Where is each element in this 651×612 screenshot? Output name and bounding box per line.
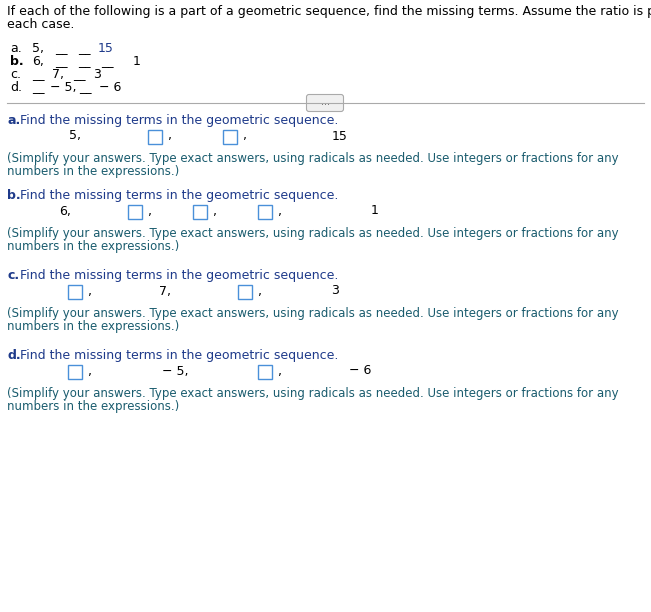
Text: 3: 3 (93, 68, 101, 81)
Text: 15: 15 (98, 42, 114, 55)
Text: 6,: 6, (32, 55, 44, 68)
Text: (Simplify your answers. Type exact answers, using radicals as needed. Use intege: (Simplify your answers. Type exact answe… (7, 152, 618, 165)
Text: − 5,: − 5, (50, 81, 77, 94)
Text: 1: 1 (371, 204, 379, 217)
Text: __: __ (101, 55, 113, 68)
Text: c.: c. (7, 269, 19, 282)
Bar (68, 365, 82, 379)
Text: d.: d. (7, 349, 21, 362)
Text: b.: b. (10, 55, 23, 68)
Text: ,: , (168, 130, 172, 143)
Text: (Simplify your answers. Type exact answers, using radicals as needed. Use intege: (Simplify your answers. Type exact answe… (7, 227, 618, 240)
Text: __: __ (79, 81, 92, 94)
Text: c.: c. (10, 68, 21, 81)
Text: a.: a. (7, 114, 20, 127)
Text: ,: , (213, 204, 217, 217)
Text: __: __ (32, 81, 44, 94)
Text: If each of the following is a part of a geometric sequence, find the missing ter: If each of the following is a part of a … (7, 5, 651, 18)
Text: __: __ (55, 42, 68, 55)
Text: Find the missing terms in the geometric sequence.: Find the missing terms in the geometric … (20, 114, 339, 127)
Text: numbers in the expressions.): numbers in the expressions.) (7, 165, 179, 178)
Text: b.: b. (7, 189, 21, 202)
Text: 5,: 5, (69, 130, 81, 143)
Text: __: __ (78, 42, 90, 55)
Text: 7,: 7, (52, 68, 64, 81)
Text: 1: 1 (133, 55, 141, 68)
Text: − 6: − 6 (349, 365, 371, 378)
Text: numbers in the expressions.): numbers in the expressions.) (7, 400, 179, 413)
Text: ,: , (88, 365, 92, 378)
Text: ...: ... (320, 97, 329, 107)
Text: 5,: 5, (32, 42, 44, 55)
Bar (223, 130, 237, 144)
Text: d.: d. (10, 81, 22, 94)
Text: numbers in the expressions.): numbers in the expressions.) (7, 320, 179, 333)
Text: each case.: each case. (7, 18, 74, 31)
Text: ,: , (148, 204, 152, 217)
Text: − 6: − 6 (99, 81, 121, 94)
Text: 3: 3 (331, 285, 339, 297)
Text: __: __ (55, 55, 68, 68)
Bar (128, 205, 142, 219)
Text: 7,: 7, (159, 285, 171, 297)
Text: __: __ (73, 68, 85, 81)
Text: ,: , (88, 285, 92, 297)
Bar (238, 285, 252, 299)
Text: 15: 15 (332, 130, 348, 143)
Text: (Simplify your answers. Type exact answers, using radicals as needed. Use intege: (Simplify your answers. Type exact answe… (7, 307, 618, 320)
Bar (193, 205, 207, 219)
Text: 6,: 6, (59, 204, 71, 217)
Text: __: __ (78, 55, 90, 68)
Bar (258, 205, 272, 219)
FancyBboxPatch shape (307, 94, 344, 111)
Bar (68, 285, 82, 299)
Text: ,: , (243, 130, 247, 143)
Text: ,: , (258, 285, 262, 297)
Text: Find the missing terms in the geometric sequence.: Find the missing terms in the geometric … (20, 269, 339, 282)
Text: numbers in the expressions.): numbers in the expressions.) (7, 240, 179, 253)
Text: ,: , (278, 204, 282, 217)
Text: (Simplify your answers. Type exact answers, using radicals as needed. Use intege: (Simplify your answers. Type exact answe… (7, 387, 618, 400)
Bar (258, 365, 272, 379)
Text: ,: , (278, 365, 282, 378)
Text: Find the missing terms in the geometric sequence.: Find the missing terms in the geometric … (20, 189, 339, 202)
Text: a.: a. (10, 42, 21, 55)
Text: __: __ (32, 68, 44, 81)
Bar (148, 130, 162, 144)
Text: Find the missing terms in the geometric sequence.: Find the missing terms in the geometric … (20, 349, 339, 362)
Text: − 5,: − 5, (161, 365, 188, 378)
